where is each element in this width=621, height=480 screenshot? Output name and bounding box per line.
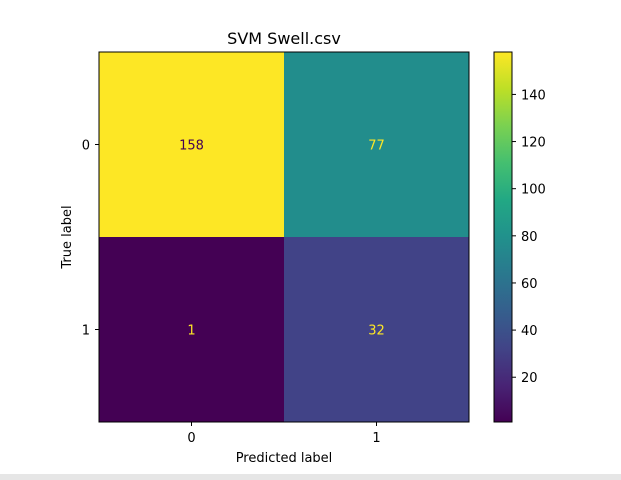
- y-tick-label-0: 0: [82, 139, 90, 154]
- axes-frame: [98, 51, 470, 423]
- colorbar-tick-label-2: 60: [521, 277, 538, 292]
- y-tick-label-1: 1: [82, 324, 90, 339]
- cell-value-label-0-0: 158: [179, 139, 204, 154]
- colorbar-tick-label-1: 40: [521, 324, 538, 339]
- colorbar-tick-label-6: 140: [521, 88, 546, 103]
- matrix-cell-0-1: [284, 52, 469, 237]
- colorbar-tick-label-4: 100: [521, 183, 546, 198]
- colorbar: [493, 51, 513, 423]
- bottom-strip: [0, 474, 621, 480]
- x-tick-label-0: 0: [187, 431, 195, 446]
- colorbar-tick-label-0: 20: [521, 371, 538, 386]
- x-tick-label-1: 1: [372, 431, 380, 446]
- cell-value-label-1-1: 32: [368, 324, 385, 339]
- colorbar-tick-label-3: 80: [521, 230, 538, 245]
- cell-value-label-0-1: 77: [368, 139, 385, 154]
- x-axis-label: Predicted label: [236, 451, 333, 466]
- matrix-cell-1-0: [99, 237, 284, 422]
- y-axis-label: True label: [60, 205, 75, 269]
- cell-value-labels: 158 77 1 32: [179, 139, 385, 339]
- colorbar-tick-label-5: 120: [521, 136, 546, 151]
- chart-title: SVM Swell.csv: [227, 29, 341, 48]
- cell-value-label-1-0: 1: [187, 324, 195, 339]
- matrix-cell-1-1: [284, 237, 469, 422]
- colorbar-ticks: 20 40 60 80 100 120 140: [512, 88, 546, 386]
- matrix-cell-0-0: [99, 52, 284, 237]
- y-axis-ticks: 01: [82, 139, 99, 339]
- matrix-cells: [99, 52, 469, 422]
